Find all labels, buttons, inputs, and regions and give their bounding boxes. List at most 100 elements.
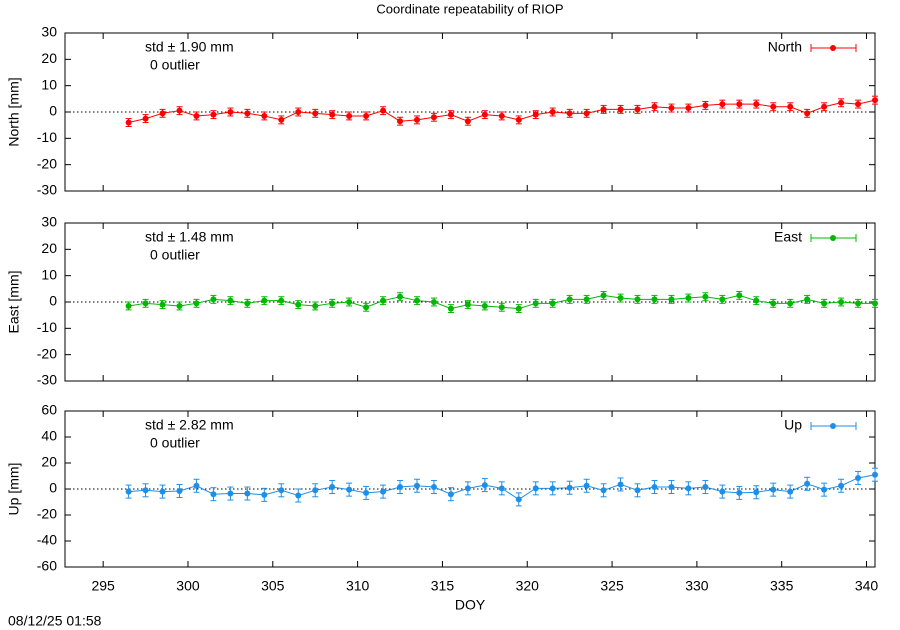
data-point [227,109,234,115]
data-point [549,300,556,307]
data-point [464,301,471,308]
data-point [498,304,505,311]
data-point [481,111,488,118]
annotation: std ± 1.90 mm [145,39,234,55]
y-tick-label: 10 [41,266,57,282]
data-point [753,101,760,108]
data-point [770,103,777,110]
data-point [278,297,285,304]
data-point [481,302,488,309]
data-point [736,101,743,108]
x-tick-label: 310 [346,578,370,594]
annotation: std ± 1.48 mm [145,229,234,245]
data-point [430,114,437,121]
data-point [413,116,420,123]
y-tick-label: -20 [37,345,57,361]
data-point [617,481,624,488]
data-point [380,297,387,304]
y-tick-label: -10 [37,129,57,145]
y-axis-label: North [mm] [6,77,22,146]
data-point [855,474,862,481]
data-point [346,112,353,119]
x-tick-label: 295 [91,578,115,594]
data-point [295,492,302,499]
data-point [821,486,828,493]
data-point [719,296,726,303]
y-tick-label: -20 [37,506,57,522]
data-point [566,296,573,303]
data-point [363,112,370,119]
data-point [634,487,641,494]
data-point [549,109,556,115]
data-point [176,107,183,114]
y-tick-label: 30 [41,214,57,230]
y-tick-label: -30 [37,182,57,198]
data-point [397,118,404,125]
legend-marker [830,423,836,429]
data-point [634,296,641,303]
data-point [838,99,845,106]
data-point [363,304,370,311]
annotation: 0 outlier [150,247,200,263]
data-point [855,300,862,307]
data-point [702,293,709,300]
data-point [668,105,675,112]
data-point [295,301,302,308]
data-point [380,488,387,495]
data-point [515,496,522,503]
data-point [346,299,353,305]
data-point [430,484,437,491]
x-tick-label: 330 [685,578,709,594]
data-point [770,486,777,493]
data-point [702,484,709,491]
data-point [193,112,200,119]
legend-label: Up [784,417,802,433]
data-point [244,110,251,117]
data-point [855,101,862,108]
data-point [651,484,658,491]
data-point [210,296,217,303]
data-point [312,487,319,494]
y-tick-label: 30 [41,24,57,40]
y-tick-label: -30 [37,372,57,388]
data-point [685,105,692,112]
data-point [210,491,217,498]
data-point [125,119,132,126]
data-point [651,103,658,110]
data-point [532,300,539,307]
y-tick-label: 20 [41,50,57,66]
data-point [125,488,132,495]
legend-marker [830,235,836,241]
data-point [498,112,505,119]
data-point [227,297,234,304]
data-point [736,489,743,496]
data-point [668,484,675,491]
data-point [159,110,166,117]
y-tick-label: -10 [37,319,57,335]
data-point [566,110,573,117]
data-point [295,109,302,115]
data-point [532,111,539,118]
data-point [447,491,454,498]
data-point [872,471,878,478]
data-point [719,101,726,108]
data-point [413,297,420,304]
data-point [787,103,794,110]
data-point [787,488,794,495]
data-point [244,300,251,307]
data-point [329,300,336,307]
data-point [227,490,234,497]
data-point [312,110,319,117]
data-point [210,111,217,118]
data-point [804,110,811,117]
data-point [617,295,624,302]
data-point [176,302,183,309]
legend-label: East [774,229,802,245]
data-point [600,292,607,299]
chart-title: Coordinate repeatability of RIOP [376,1,563,16]
data-point [278,487,285,494]
data-point [261,297,268,304]
data-point [872,97,878,104]
y-tick-label: 0 [49,103,57,119]
